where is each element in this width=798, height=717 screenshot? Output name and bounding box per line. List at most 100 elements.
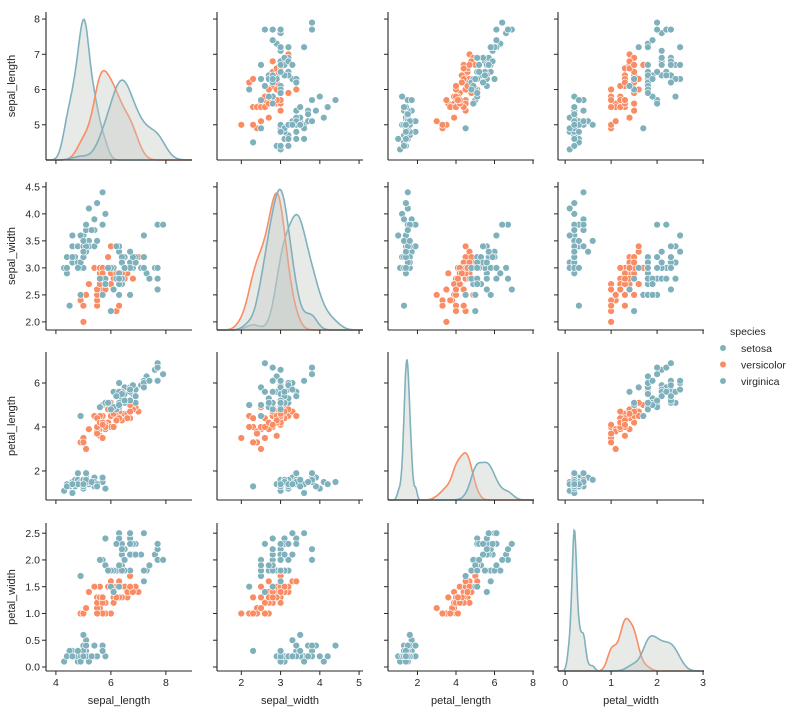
point-virginica xyxy=(471,75,479,83)
y-tick-label: 3.0 xyxy=(25,262,40,274)
x-tick-label: 2 xyxy=(654,677,660,689)
point-virginica xyxy=(639,412,647,420)
point-virginica xyxy=(269,25,277,34)
y-tick-label: 2.0 xyxy=(25,316,40,328)
legend-label-versicolor: versicolor xyxy=(741,359,786,371)
kde-fill-virginica xyxy=(217,189,363,330)
point-setosa xyxy=(308,469,316,477)
point-virginica xyxy=(471,307,479,315)
point-setosa xyxy=(575,96,583,104)
point-virginica xyxy=(481,566,489,575)
point-virginica xyxy=(107,307,115,315)
point-virginica xyxy=(265,561,273,569)
point-setosa xyxy=(316,92,324,101)
point-virginica xyxy=(667,25,675,34)
point-virginica xyxy=(276,89,285,97)
x-tick-label: 1 xyxy=(608,677,614,689)
point-virginica xyxy=(625,285,634,294)
point-setosa xyxy=(400,142,408,150)
point-versicolor xyxy=(630,258,638,267)
point-versicolor xyxy=(90,582,99,591)
point-versicolor xyxy=(249,438,257,447)
point-virginica xyxy=(257,412,265,420)
point-setosa xyxy=(68,652,77,660)
point-versicolor xyxy=(621,275,629,283)
point-virginica xyxy=(140,383,148,392)
y-tick-label: 1.5 xyxy=(25,581,40,593)
point-virginica xyxy=(276,399,285,407)
point-virginica xyxy=(126,529,134,537)
point-virginica xyxy=(487,43,495,51)
point-virginica xyxy=(630,75,638,83)
point-virginica xyxy=(644,390,652,398)
kde-line-setosa xyxy=(217,213,363,331)
point-virginica xyxy=(667,392,675,400)
panel-petal_width-vs-sepal_width: 2 3 4 5 sepal_width xyxy=(213,523,363,707)
point-setosa xyxy=(579,188,588,197)
point-virginica xyxy=(126,291,134,299)
point-versicolor xyxy=(249,121,257,129)
point-virginica xyxy=(483,275,491,283)
point-virginica xyxy=(667,359,675,367)
point-virginica xyxy=(101,280,110,288)
point-setosa xyxy=(249,647,257,655)
point-versicolor xyxy=(454,609,462,618)
point-setosa xyxy=(93,482,101,491)
point-versicolor xyxy=(433,291,441,299)
point-virginica xyxy=(308,370,316,378)
point-virginica xyxy=(662,388,670,396)
point-setosa xyxy=(308,641,316,650)
point-versicolor xyxy=(607,438,615,447)
x-tick-label: 8 xyxy=(163,677,169,689)
point-virginica xyxy=(657,392,666,400)
point-setosa xyxy=(312,106,320,115)
point-virginica xyxy=(96,403,104,411)
point-virginica xyxy=(676,61,684,69)
y-tick-label: 1.0 xyxy=(25,608,40,620)
panel-petal_length-vs-sepal_width xyxy=(213,352,363,504)
point-versicolor xyxy=(433,117,441,125)
point-versicolor xyxy=(616,285,624,294)
point-virginica xyxy=(257,96,265,104)
point-virginica xyxy=(483,285,491,294)
point-virginica xyxy=(676,248,684,256)
point-virginica xyxy=(676,377,684,385)
point-virginica xyxy=(140,253,148,261)
point-versicolor xyxy=(616,264,624,272)
point-versicolor xyxy=(273,432,281,440)
point-setosa xyxy=(400,103,408,111)
point-virginica xyxy=(653,264,661,272)
point-versicolor xyxy=(607,302,615,310)
point-virginica xyxy=(504,275,512,283)
point-setosa xyxy=(68,480,77,488)
point-virginica xyxy=(96,275,104,283)
point-virginica xyxy=(648,75,657,83)
point-versicolor xyxy=(257,582,265,591)
point-virginica xyxy=(261,82,269,90)
x-tick-label: 6 xyxy=(108,677,114,689)
point-versicolor xyxy=(442,285,451,294)
point-setosa xyxy=(570,480,578,488)
point-virginica xyxy=(245,401,253,409)
point-setosa xyxy=(276,128,285,136)
point-virginica xyxy=(308,25,316,34)
point-virginica xyxy=(475,556,483,564)
point-setosa xyxy=(570,103,578,111)
point-virginica xyxy=(257,75,265,83)
point-virginica xyxy=(126,248,134,256)
panel-sepal_width-vs-sepal_length: 2.0 2.5 3.0 3.5 4.0 4.5 sepal_width xyxy=(6,181,192,334)
point-virginica xyxy=(498,221,506,229)
point-setosa xyxy=(579,242,588,251)
point-virginica xyxy=(140,529,148,537)
point-versicolor xyxy=(79,438,88,447)
point-virginica xyxy=(625,388,634,396)
point-versicolor xyxy=(257,445,265,453)
point-setosa xyxy=(575,237,583,245)
point-versicolor xyxy=(85,588,93,596)
point-virginica xyxy=(112,242,121,251)
y-tick-label: 0.0 xyxy=(25,662,40,674)
point-setosa xyxy=(98,647,107,655)
point-versicolor xyxy=(249,609,257,618)
point-versicolor xyxy=(85,425,93,433)
point-setosa xyxy=(565,231,574,240)
